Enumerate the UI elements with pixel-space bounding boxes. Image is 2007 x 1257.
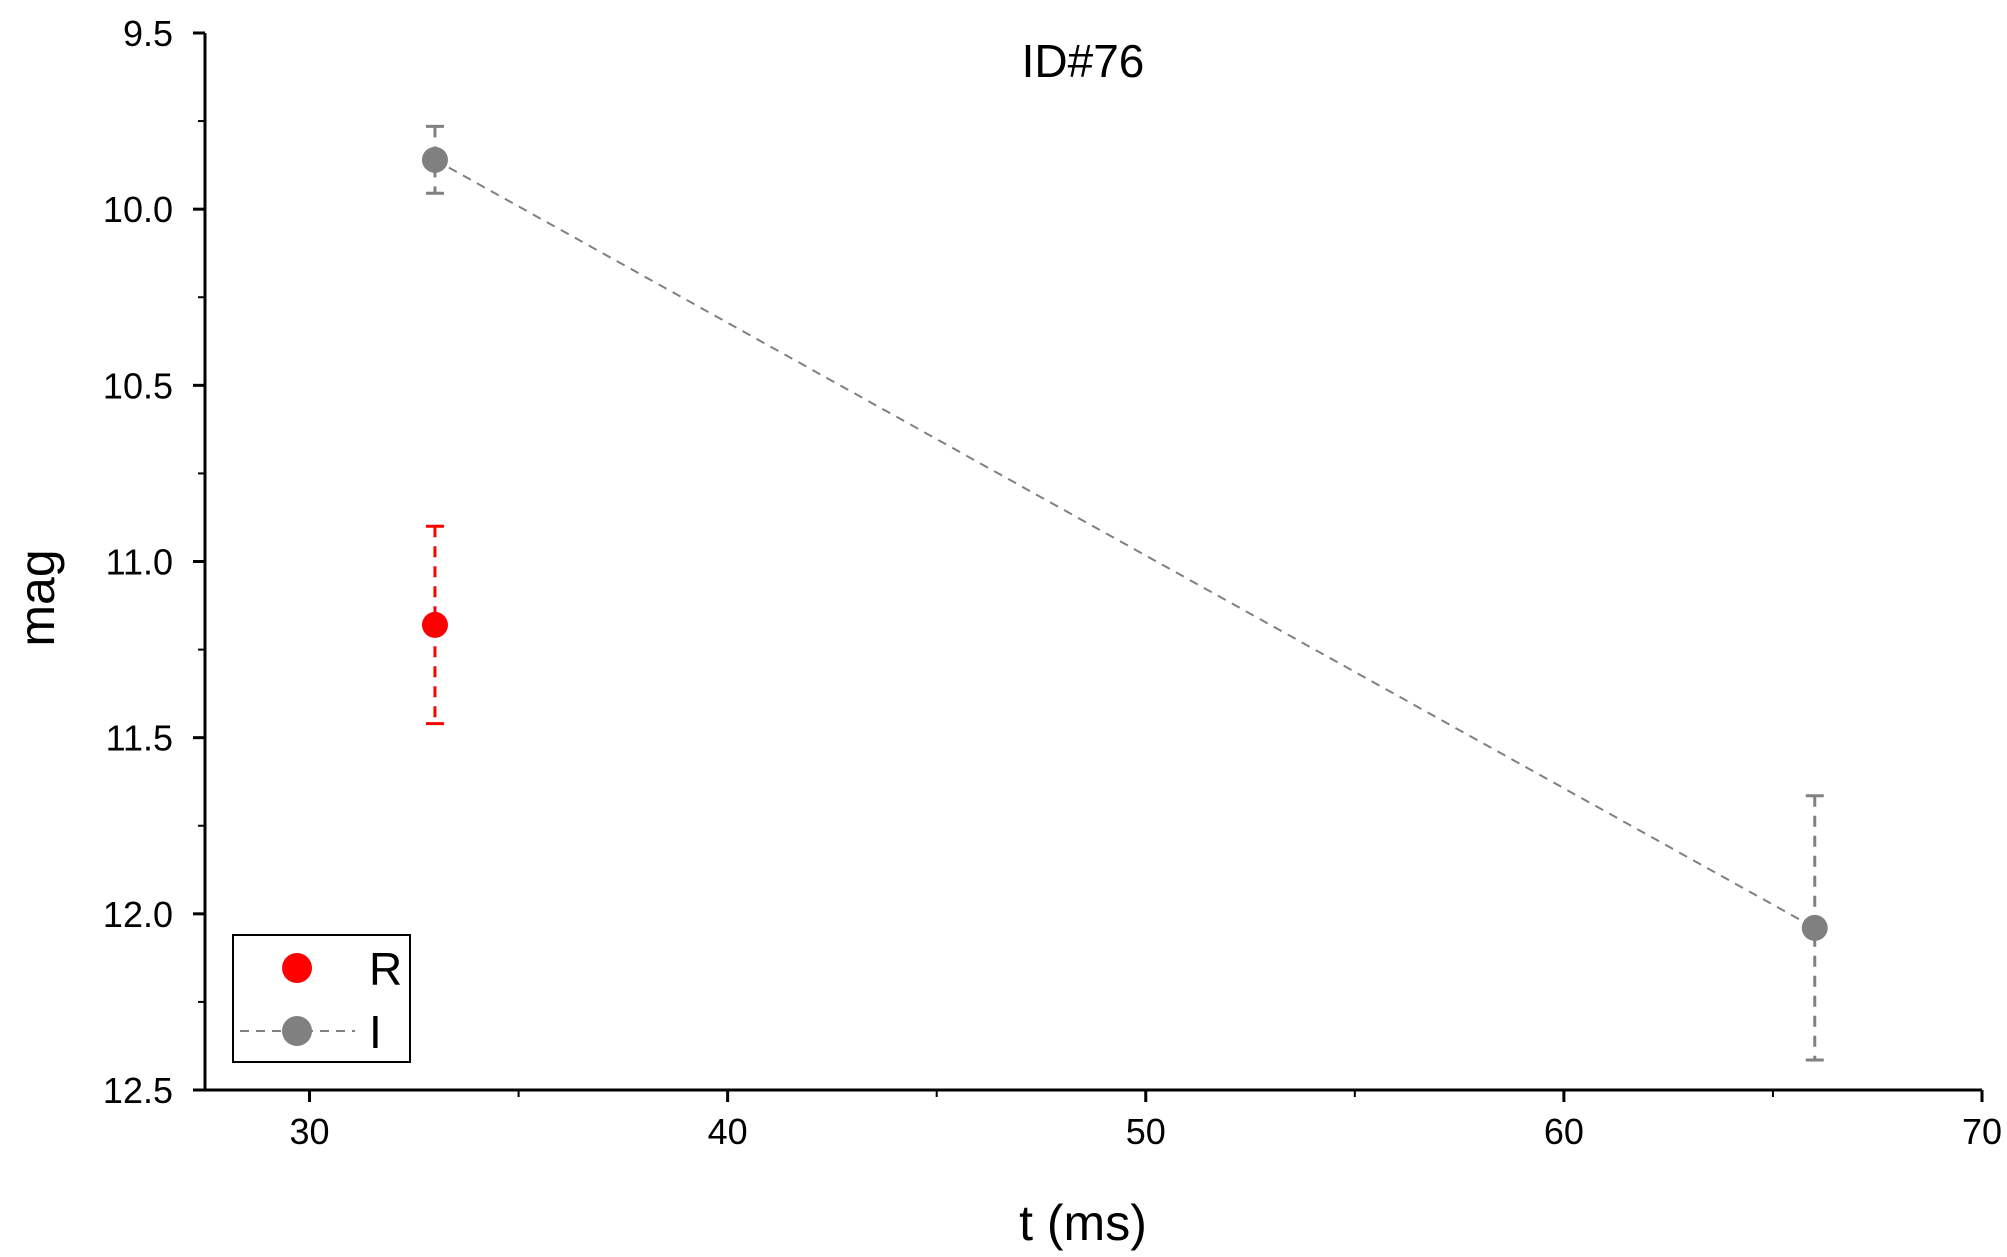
- y-tick-label: 11.5: [106, 718, 173, 759]
- y-tick-label: 10.0: [103, 189, 173, 230]
- y-tick-label: 10.5: [103, 365, 173, 406]
- y-tick-label: 9.5: [123, 13, 173, 54]
- plot-area: [421, 124, 1828, 1062]
- chart-title: ID#76: [1022, 35, 1145, 87]
- x-tick-label: 60: [1544, 1111, 1584, 1152]
- legend-box: [232, 934, 411, 1063]
- y-tick-label: 12.0: [103, 894, 173, 935]
- x-tick-label: 30: [290, 1111, 330, 1152]
- legend: R I: [232, 934, 411, 1063]
- data-point-r: [421, 611, 448, 638]
- x-tick-label: 70: [1962, 1111, 2002, 1152]
- legend-marker-r: [282, 953, 312, 983]
- x-tick-label: 50: [1126, 1111, 1166, 1152]
- legend-marker-i: [282, 1016, 312, 1046]
- legend-label-i: I: [369, 1006, 382, 1058]
- series-line-i: [434, 158, 1816, 929]
- data-point-i: [1801, 914, 1828, 941]
- data-point-i: [421, 146, 448, 173]
- y-tick-label: 11.0: [106, 542, 173, 583]
- x-axis-label: t (ms): [1019, 1195, 1147, 1251]
- y-axis-label: mag: [9, 549, 65, 646]
- y-ticks: 9.5 10.0 10.5 11.0 11.5 12.0 12.5: [103, 13, 205, 1111]
- y-tick-label: 12.5: [103, 1070, 173, 1111]
- x-tick-label: 40: [708, 1111, 748, 1152]
- x-ticks: 30 40 50 60 70: [290, 1090, 2002, 1152]
- legend-label-r: R: [369, 943, 402, 995]
